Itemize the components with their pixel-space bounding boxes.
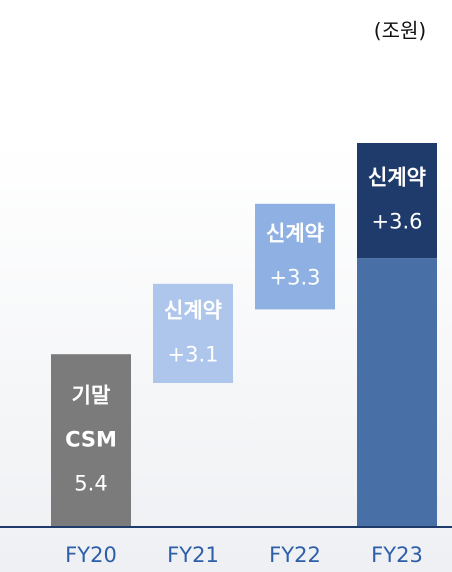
bar-text: CSM	[65, 428, 117, 452]
value-label: +3.6	[372, 210, 423, 234]
bar	[255, 203, 335, 310]
unit-label: (조원)	[374, 19, 426, 43]
value-label: 5.4	[74, 472, 107, 496]
x-tick-label: FY20	[65, 543, 117, 567]
x-tick-label: FY22	[269, 543, 321, 567]
value-label: +3.1	[168, 342, 219, 366]
bar	[51, 354, 131, 527]
bar-text: 신계약	[368, 166, 426, 190]
bar-text: 기말	[72, 384, 111, 408]
x-tick-label: FY21	[167, 543, 219, 567]
bar	[153, 283, 233, 383]
bar-text: 신계약	[266, 222, 324, 246]
bar	[357, 143, 437, 259]
value-label: +3.3	[270, 266, 321, 290]
bar-text: 신계약	[164, 298, 222, 322]
x-tick-label: FY23	[371, 543, 423, 567]
base-bar	[357, 258, 437, 527]
